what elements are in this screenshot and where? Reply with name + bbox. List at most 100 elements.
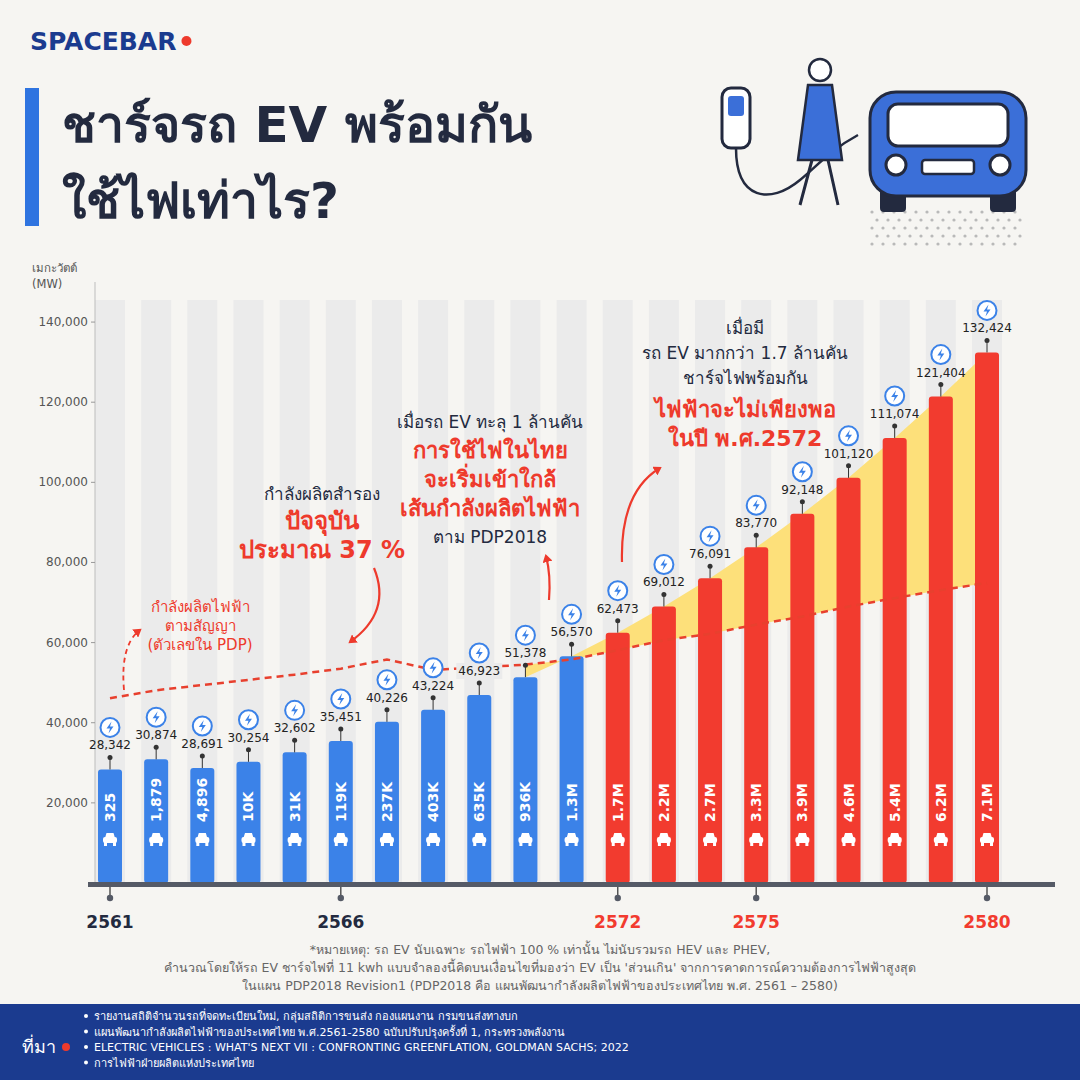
ev-car-icon	[288, 833, 302, 846]
column-bg	[141, 300, 171, 883]
ev-count-label: 5.4M	[887, 783, 903, 822]
charger-screen	[728, 96, 744, 116]
bolt-circle	[331, 689, 350, 708]
ev-car-icon	[980, 833, 994, 846]
bolt-icon	[331, 689, 350, 708]
shadow-dot	[1007, 218, 1010, 221]
shadow-dot	[919, 218, 922, 221]
bar	[98, 769, 122, 883]
ev-car-icon	[518, 833, 532, 846]
label-dot	[938, 382, 943, 387]
ev-count-label: 1.3M	[564, 783, 580, 822]
title-accent	[25, 88, 39, 226]
brand: SPACEBAR	[30, 27, 176, 56]
axis-title: เมกะวัตต์	[32, 261, 77, 275]
label-dot	[985, 338, 990, 343]
shadow-dot	[947, 226, 950, 229]
ev-count-label: 31K	[287, 791, 303, 822]
column-bg	[649, 300, 679, 883]
y-tick	[91, 482, 95, 483]
bar	[513, 677, 537, 883]
plot-area	[98, 352, 999, 883]
car-wheel	[528, 842, 531, 846]
bolt	[937, 349, 944, 361]
car-wheel	[981, 842, 984, 846]
y-tick-label: 100,000	[38, 475, 88, 489]
arrow	[350, 568, 379, 642]
bolt-icon	[701, 527, 720, 546]
bolt	[707, 530, 714, 542]
ev-count-label: 237K	[379, 781, 395, 822]
bolt-circle	[377, 670, 396, 689]
ev-car-icon	[611, 833, 625, 846]
x-tick-label: 2566	[317, 912, 364, 932]
column-bg	[464, 300, 494, 883]
data-label: 101,120	[824, 447, 874, 461]
bar	[421, 710, 445, 883]
car-wheel	[113, 842, 116, 846]
shadow-dot	[908, 234, 911, 237]
annotation: ตามสัญญา	[165, 617, 236, 635]
bolt-circle	[839, 426, 858, 445]
bolt	[107, 721, 114, 733]
bolt-icon	[470, 643, 489, 662]
bolt-circle	[931, 345, 950, 364]
car-wheel	[713, 842, 716, 846]
shadow-dot	[963, 218, 966, 221]
ev-count-label: 6.2M	[933, 783, 949, 822]
ev-count-label: 3.3M	[748, 783, 764, 822]
column-bg	[280, 300, 310, 883]
bolt-icon	[747, 496, 766, 515]
data-label: 132,424	[962, 321, 1012, 335]
bar	[975, 352, 999, 883]
label-dot	[708, 564, 713, 569]
label-dot	[754, 533, 759, 538]
ev-count-label: 4,896	[194, 778, 210, 822]
car-wheel	[805, 842, 808, 846]
bolt-circle	[285, 701, 304, 720]
annotation: ในปี พ.ศ.2572	[668, 425, 823, 451]
source-item: แผนพัฒนากำลังผลิตไฟฟ้าของประเทศไทย พ.ศ.2…	[94, 1024, 565, 1039]
column-bg	[95, 300, 125, 883]
shadow-dot	[925, 210, 928, 213]
ev-car-icon	[795, 833, 809, 846]
footnote: คำนวณโดยให้รถ EV ชาร์จไฟที่ 11 kwh แบบจำ…	[164, 958, 917, 976]
source-item: การไฟฟ้าฝ่ายผลิตแห่งประเทศไทย	[94, 1057, 254, 1070]
annotation: การใช้ไฟในไทย	[413, 437, 568, 463]
y-tick	[91, 402, 95, 403]
bolt-icon	[793, 462, 812, 481]
bolt	[799, 466, 806, 478]
bolt-circle	[239, 710, 258, 729]
label-dot	[292, 738, 297, 743]
person-legs	[800, 160, 838, 205]
x-tick-dot	[338, 895, 344, 901]
ev-count-label: 4.6M	[841, 783, 857, 822]
column-bg	[418, 300, 448, 883]
bolt-icon	[562, 605, 581, 624]
shadow-dot	[952, 234, 955, 237]
label-dot	[384, 707, 389, 712]
car-wheel	[298, 842, 301, 846]
ev-count-label: 7.1M	[979, 783, 995, 822]
label-dot	[108, 755, 113, 760]
column-bg	[372, 300, 402, 883]
car-wheel	[944, 842, 947, 846]
ev-car-icon	[472, 833, 486, 846]
annotation: กำลังผลิตไฟฟ้า	[151, 598, 250, 616]
bolt-icon	[377, 670, 396, 689]
column-bg	[972, 300, 1002, 883]
bar	[283, 752, 307, 883]
label-dot	[523, 663, 528, 668]
shadow-dot	[870, 242, 873, 245]
car-wheel	[843, 842, 846, 846]
car-wheel	[612, 842, 615, 846]
bolt	[522, 629, 529, 641]
ev-car-icon	[842, 833, 856, 846]
data-label: 28,342	[89, 738, 131, 752]
annotation: รถ EV มากกว่า 1.7 ล้านคัน	[642, 343, 848, 363]
x-tick-dot	[107, 895, 113, 901]
annotation: ไฟฟ้าจะไม่เพียงพอ	[653, 396, 836, 422]
car-wheel	[473, 842, 476, 846]
label-dot	[200, 754, 205, 759]
shadow-dot	[1002, 242, 1005, 245]
